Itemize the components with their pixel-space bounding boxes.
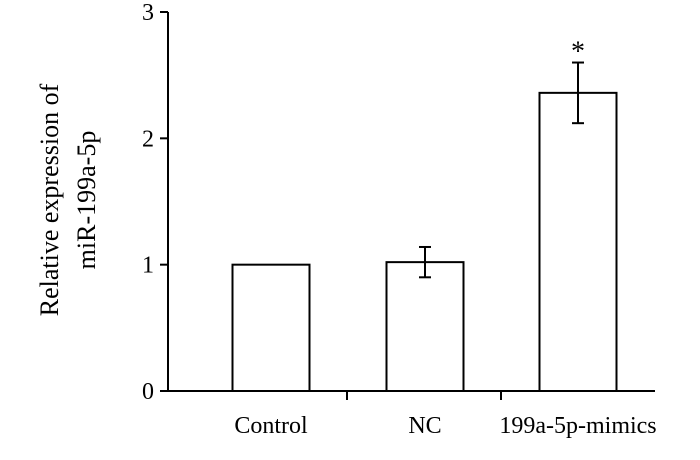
x-category-label-1: NC bbox=[408, 413, 441, 439]
x-category-label-0: Control bbox=[234, 413, 308, 439]
x-category-label-2: 199a-5p-mimics bbox=[499, 413, 656, 439]
y-axis-title-line-2: miR-199a-5p bbox=[72, 131, 101, 270]
y-axis: 0 1 2 3 bbox=[142, 0, 169, 405]
y-tick-label-0: 0 bbox=[142, 379, 154, 405]
y-tick-label-1: 1 bbox=[142, 253, 154, 279]
y-tick-label-3: 3 bbox=[142, 0, 154, 26]
bar-1 bbox=[385, 261, 465, 393]
annotations: * bbox=[571, 37, 585, 68]
y-axis-title-line-1: Relative expression of bbox=[35, 83, 64, 316]
x-axis: Control NC 199a-5p-mimics bbox=[167, 390, 657, 439]
y-axis-title: Relative expression of miR-199a-5p bbox=[35, 83, 101, 316]
bar-0 bbox=[231, 263, 311, 392]
error-bars bbox=[419, 61, 584, 279]
bar-2 bbox=[538, 91, 618, 392]
bars bbox=[231, 91, 618, 393]
significance-mark-2: * bbox=[571, 37, 585, 68]
y-tick-label-2: 2 bbox=[142, 126, 154, 152]
